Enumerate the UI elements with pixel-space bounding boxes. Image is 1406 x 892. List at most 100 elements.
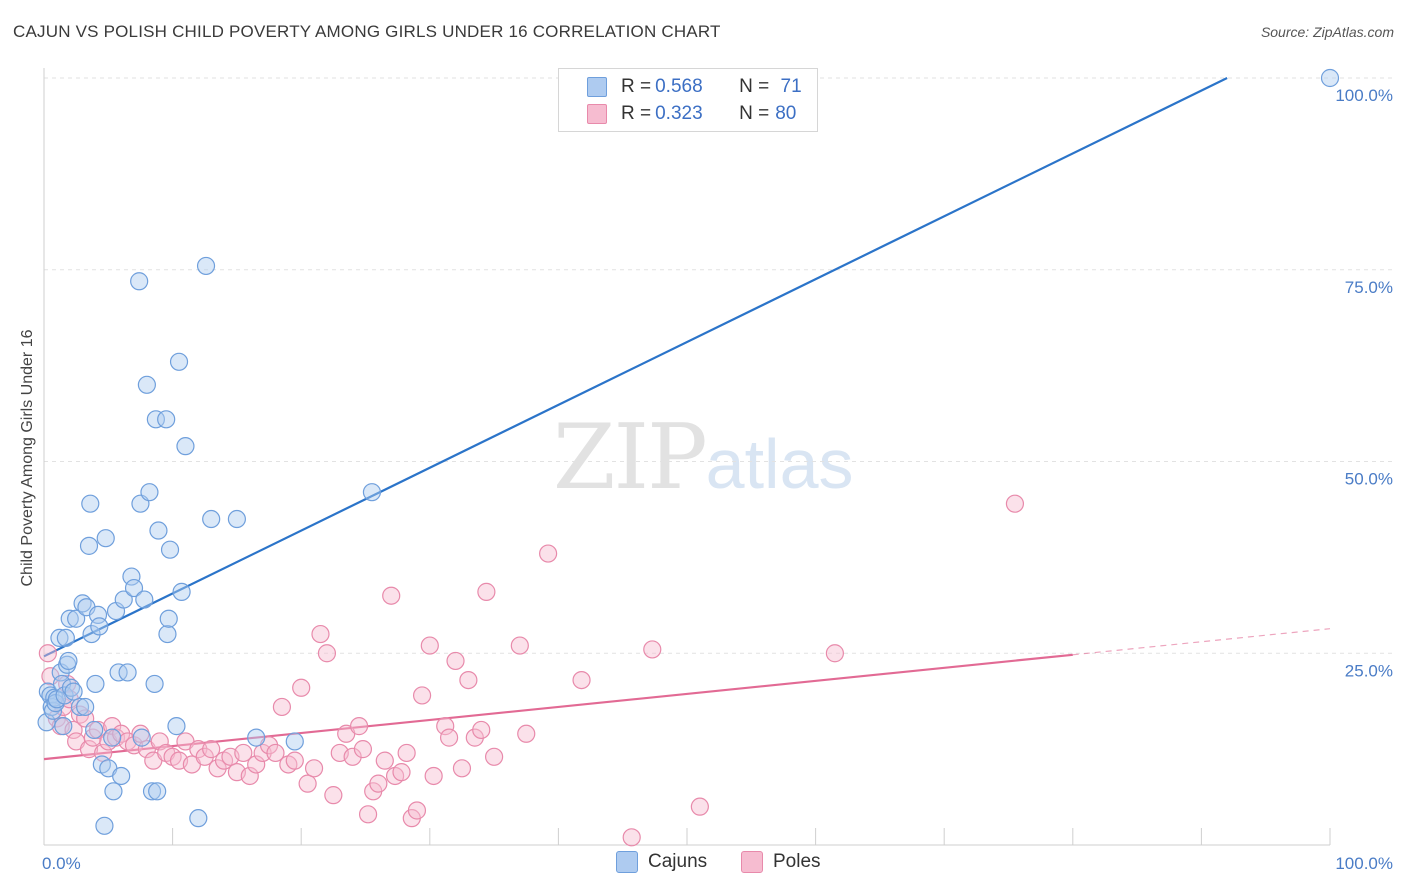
poles-points (38, 494, 1025, 847)
poles-point (412, 686, 432, 705)
poles-point (358, 805, 378, 824)
watermark-atlas: atlas (705, 425, 854, 503)
cajuns-point (82, 624, 101, 644)
cajuns-trend-line (43, 77, 1228, 658)
cajuns-point (112, 766, 131, 786)
cajuns-point (176, 437, 195, 456)
legend-row-cajuns: R = 0.568 N = 71 (559, 74, 802, 100)
y-tick-label: 50.0% (1345, 470, 1393, 489)
x-tick-labels: 0.0% 100.0% (42, 854, 1393, 873)
correlation-legend: R = 0.568 N = 71 R = 0.323 N = 80 (558, 68, 818, 132)
cajuns-point (67, 609, 86, 628)
legend-n-label: N = (739, 103, 770, 124)
poles-point (202, 740, 221, 759)
poles-point (459, 670, 478, 690)
cajuns-point (60, 609, 79, 628)
poles-point (64, 720, 83, 740)
poles-trend-group (43, 628, 1331, 761)
cajuns-point (64, 682, 83, 701)
cajuns-trend-group (43, 77, 1228, 658)
cajuns-point (285, 732, 304, 751)
poles-trend-extension (1072, 628, 1331, 656)
poles-point (397, 743, 416, 763)
cajuns-point (160, 540, 180, 559)
poles-point (424, 766, 443, 786)
cajuns-point (70, 697, 90, 717)
cajuns-point (227, 509, 246, 529)
cajuns-point (145, 674, 164, 694)
x-axis-ticks (43, 828, 1331, 845)
legend-r-value: 0.323 (655, 103, 703, 124)
cajuns-point (140, 483, 159, 502)
series-legend-swatch-cajuns (616, 851, 638, 873)
x-tick-label-end: 100.0% (1335, 854, 1393, 873)
poles-point (240, 766, 259, 786)
cajuns-point (196, 256, 216, 276)
cajuns-point (142, 782, 162, 801)
poles-point (485, 747, 504, 766)
legend-r-label: R = (621, 103, 652, 124)
cajuns-point (148, 782, 167, 801)
poles-point (439, 728, 459, 747)
poles-point (285, 751, 304, 770)
poles-point (324, 786, 343, 805)
y-tick-labels: 25.0% 50.0% 75.0% 100.0% (1335, 86, 1393, 680)
axes (43, 68, 1330, 846)
poles-point (446, 651, 465, 671)
cajuns-point (169, 352, 189, 371)
cajuns-point (159, 609, 178, 628)
cajuns-point (124, 578, 144, 598)
cajuns-point (81, 494, 100, 513)
cajuns-point (88, 605, 108, 625)
poles-point (539, 544, 558, 563)
cajuns-point (114, 590, 133, 609)
cajuns-point (122, 567, 141, 586)
cajuns-point (157, 410, 176, 429)
cajuns-point (96, 529, 115, 548)
cajuns-point (132, 728, 151, 747)
cajuns-points (37, 68, 1340, 835)
poles-point (349, 717, 369, 736)
legend-n-value: 80 (775, 103, 797, 124)
legend-r-label: R = (621, 76, 652, 97)
cajuns-point (149, 521, 168, 540)
legend-n-label: N = (739, 76, 770, 97)
series-legend: Cajuns Poles (0, 851, 1406, 877)
poles-point (150, 732, 169, 751)
poles-point (266, 743, 285, 763)
poles-point (375, 751, 394, 770)
source-label: Source: ZipAtlas.com (1260, 24, 1394, 40)
cajuns-point (90, 617, 109, 636)
legend-row-poles: R = 0.323 N = 80 (559, 101, 796, 127)
cajuns-point (103, 728, 122, 747)
series-legend-label-poles: Poles (773, 851, 821, 872)
cajuns-point (202, 509, 221, 529)
poles-point (38, 644, 57, 663)
poles-point (1005, 494, 1025, 513)
poles-point (825, 644, 844, 663)
poles-point (436, 717, 455, 736)
cajuns-point (1320, 68, 1340, 88)
series-legend-poles: Poles (741, 851, 821, 873)
poles-point (311, 624, 330, 644)
poles-point (420, 636, 439, 655)
y-tick-label: 100.0% (1335, 86, 1393, 105)
legend-r-value: 0.568 (655, 76, 703, 97)
poles-point (452, 759, 472, 778)
cajuns-point (59, 651, 78, 671)
poles-point (643, 640, 662, 659)
poles-point (477, 582, 496, 601)
cajuns-point (146, 410, 165, 429)
legend-swatch-poles (587, 104, 607, 124)
poles-point (517, 724, 536, 743)
poles-point (382, 586, 401, 605)
cajuns-point (189, 809, 208, 828)
cajuns-point (79, 536, 99, 555)
poles-point (247, 755, 266, 774)
poles-point (343, 747, 362, 766)
poles-point (292, 678, 311, 697)
cajuns-point (158, 624, 177, 644)
poles-point (572, 670, 591, 690)
cajuns-point (56, 628, 75, 648)
cajuns-point (86, 674, 105, 694)
